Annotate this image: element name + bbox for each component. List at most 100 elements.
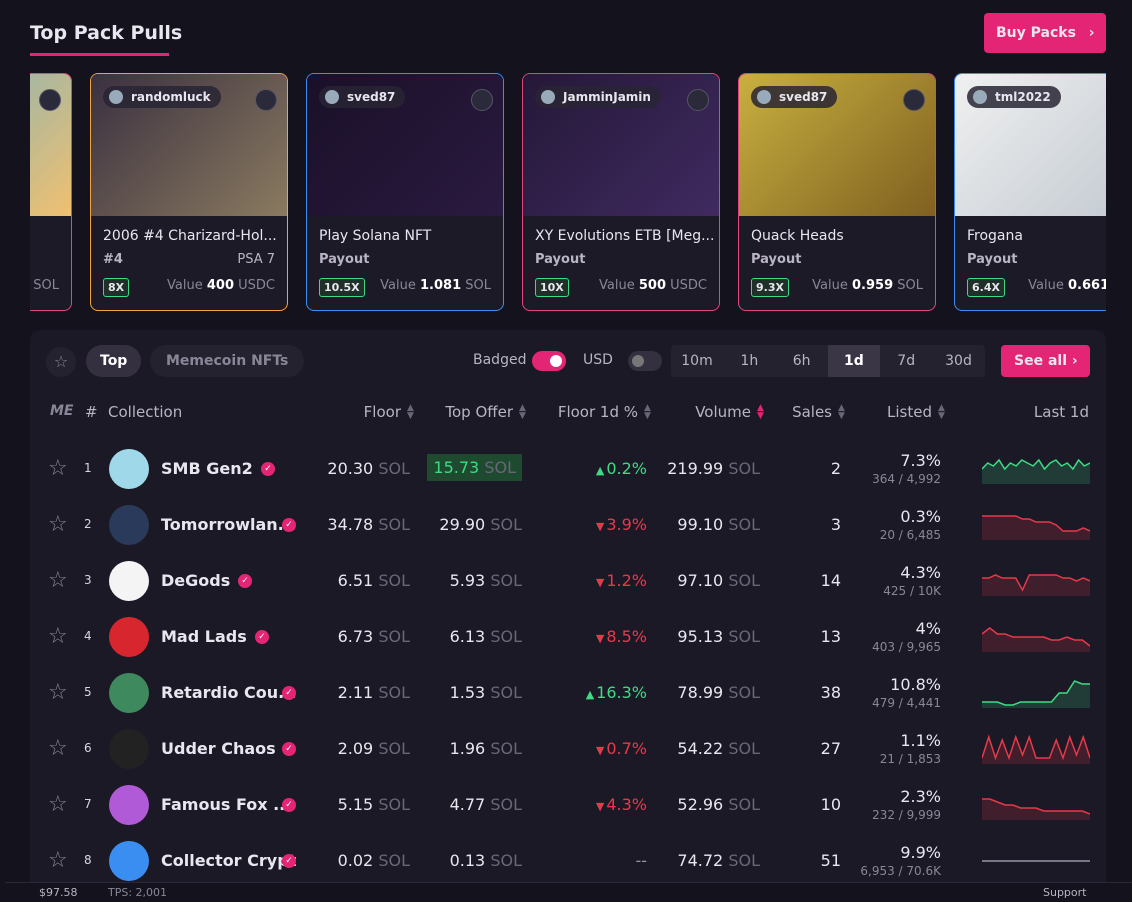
favorite-star[interactable]: ☆ xyxy=(48,792,68,817)
title-underline xyxy=(30,53,169,56)
see-all-button[interactable]: See all › xyxy=(1001,345,1090,377)
multiplier-badge: 8X xyxy=(103,278,130,297)
column-header[interactable]: Listed xyxy=(887,403,932,421)
collection-name[interactable]: DeGods xyxy=(161,571,231,590)
top-offer-value: 5.93 xyxy=(449,571,486,590)
collection-name[interactable]: Famous Fox ... xyxy=(161,795,292,814)
column-header: # xyxy=(85,403,98,421)
period-option[interactable]: 7d xyxy=(897,353,916,369)
column-header[interactable]: Top Offer xyxy=(445,403,513,421)
collection-name[interactable]: Collector Crypt xyxy=(161,851,297,870)
change-arrow: ▼ xyxy=(595,576,605,589)
verified-badge: ✓ xyxy=(282,798,296,812)
toggle-switch[interactable] xyxy=(532,351,566,371)
currency: SOL xyxy=(490,571,522,590)
period-option[interactable]: 30d xyxy=(945,353,972,369)
collection-avatar xyxy=(109,449,149,489)
volume: 219.99 SOL xyxy=(667,459,760,478)
sparkline xyxy=(982,798,1090,820)
period-option[interactable]: 1h xyxy=(740,353,759,369)
support-link[interactable]: Support xyxy=(1043,886,1087,899)
pack-sub: Payout xyxy=(319,252,370,267)
toggle-switch[interactable] xyxy=(628,351,662,371)
period-option[interactable]: 10m xyxy=(681,353,713,369)
user-pill: sved87 xyxy=(319,86,406,108)
pack-grade: PSA 7 xyxy=(237,252,275,267)
sparkline-area xyxy=(982,799,1090,820)
favorite-star[interactable]: ☆ xyxy=(48,456,68,481)
favorite-star[interactable]: ☆ xyxy=(48,680,68,705)
change-arrow: ▲ xyxy=(585,688,595,701)
favorite-star[interactable]: ☆ xyxy=(48,512,68,537)
pack-name: 2006 #4 Charizard-Hol... xyxy=(103,228,277,244)
pack-card[interactable]: sved87 Play Solana NFT Payout 10.5X Value 1.… xyxy=(306,73,504,311)
value-currency: SOL xyxy=(465,278,491,293)
value-currency: USDC xyxy=(670,278,707,293)
floor-change: ▲ 0.2% xyxy=(596,459,647,478)
collection-name[interactable]: Udder Chaos xyxy=(161,739,276,758)
column-header[interactable]: Volume xyxy=(695,403,751,421)
column-header[interactable]: Floor xyxy=(363,403,401,421)
volume-value: 74.72 xyxy=(677,851,724,870)
collection-name[interactable]: Tomorrowlan... xyxy=(161,515,296,534)
currency: SOL xyxy=(378,459,410,478)
period-option[interactable]: 1d xyxy=(827,345,880,377)
sparkline-line xyxy=(982,515,1090,532)
rank: 8 xyxy=(84,853,92,867)
change-arrow: ▲ xyxy=(595,464,605,477)
column-header: Last 1d xyxy=(1033,403,1089,421)
sales: 51 xyxy=(820,851,841,870)
value-amount: 0.959 xyxy=(852,278,894,293)
change-value: 3.9% xyxy=(606,515,647,534)
pack-card[interactable]: sved87 Quack Heads Payout 9.3X Value 0.959 S… xyxy=(738,73,936,311)
currency: SOL xyxy=(378,851,410,870)
verified-badge: ✓ xyxy=(255,630,269,644)
value-amount: 400 xyxy=(206,278,234,293)
pack-card[interactable]: tml2022 Frogana Payout 6.4X Value 0.661 SOL xyxy=(954,73,1106,311)
favorite-star[interactable]: ☆ xyxy=(48,736,68,761)
favorite-star[interactable]: ☆ xyxy=(48,568,68,593)
column-header[interactable]: Sales xyxy=(792,403,832,421)
collection-avatar xyxy=(109,617,149,657)
currency: SOL xyxy=(378,627,410,646)
floor: 2.11 SOL xyxy=(338,683,410,702)
pack-value: Value 0.661 SOL xyxy=(1028,278,1106,293)
collection-name[interactable]: Mad Lads xyxy=(161,627,247,646)
buy-packs-button[interactable]: Buy Packs › xyxy=(984,13,1106,53)
tab[interactable]: Memecoin NFTs xyxy=(150,345,305,377)
currency: SOL xyxy=(490,515,522,534)
currency: SOL xyxy=(378,795,410,814)
floor-change: ▼ 0.7% xyxy=(596,739,647,758)
multiplier-badge: 6.4X xyxy=(967,278,1005,297)
value-amount: 500 xyxy=(638,278,666,293)
pack-card[interactable]: randomluck 2006 #4 Charizard-Hol... #4 PSA … xyxy=(90,73,288,311)
column-header[interactable]: Floor 1d % xyxy=(557,403,638,421)
pack-card[interactable]: JamminJamin XY Evolutions ETB [Meg... Payo… xyxy=(522,73,720,311)
pack-card[interactable]: SOL xyxy=(30,73,72,311)
top-offer: 0.13 SOL xyxy=(450,851,522,870)
tab[interactable]: Top xyxy=(86,345,142,377)
rank: 7 xyxy=(84,797,92,811)
listed-detail: 479 / 4,441 xyxy=(872,696,941,710)
toggle-knob xyxy=(632,355,644,367)
collections-panel: ☆ Top Memecoin NFTs Badged USD 10m 1h 6h 1d 7d 30d… xyxy=(30,330,1106,902)
username: tml2022 xyxy=(995,90,1051,104)
network-icon xyxy=(255,89,277,111)
period-option[interactable]: 6h xyxy=(792,353,811,369)
favorite-star[interactable]: ☆ xyxy=(48,848,68,873)
favorite-filter[interactable]: ☆ xyxy=(46,347,76,377)
collection-name[interactable]: SMB Gen2 xyxy=(161,459,253,478)
sales: 14 xyxy=(820,571,841,590)
favorite-star[interactable]: ☆ xyxy=(48,624,68,649)
sparkline xyxy=(982,627,1090,652)
pack-name: Quack Heads xyxy=(751,228,844,244)
sparkline-line xyxy=(982,680,1090,706)
currency: SOL xyxy=(728,627,760,646)
collection-name[interactable]: Retardio Cou... xyxy=(161,683,297,702)
username: sved87 xyxy=(779,90,828,104)
username: randomluck xyxy=(131,90,211,104)
pack-value: Value 1.081 SOL xyxy=(380,278,491,293)
volume-value: 97.10 xyxy=(677,571,724,590)
sparkline xyxy=(982,860,1090,862)
